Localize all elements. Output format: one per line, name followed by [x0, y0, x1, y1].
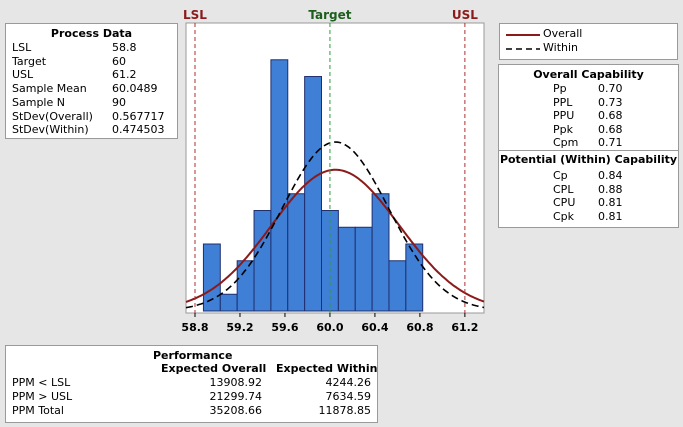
x-tick-label: 58.8: [181, 321, 208, 334]
process-data-box: Process Data LSL 58.8 Target 60 USL 61.2 Sampl…: [5, 23, 178, 139]
performance-row-label: PPM > USL: [12, 390, 73, 403]
within-capability-value: 0.81: [598, 196, 623, 209]
performance-row-within: 11878.85: [318, 404, 372, 417]
overall-capability-value: 0.68: [598, 109, 623, 122]
lsl-label: LSL: [183, 8, 207, 22]
within-capability-value: 0.84: [598, 169, 623, 182]
legend-swatches: [506, 34, 540, 50]
overall-capability-value: 0.70: [598, 82, 623, 95]
overall-capability-label: PPU: [553, 109, 575, 122]
process-row-value: 90: [112, 95, 126, 109]
reference-lines: LSL Target USL: [183, 8, 478, 313]
capability-divider: [499, 150, 678, 151]
process-row-value: 60.0489: [112, 82, 158, 96]
overall-capability-title: Overall Capability: [533, 68, 644, 81]
performance-row-overall: 35208.66: [209, 404, 263, 417]
histogram-bar: [219, 293, 238, 312]
performance-col-overall: Expected Overall: [161, 362, 267, 375]
overall-curve: [185, 168, 485, 303]
overall-capability-label: PPL: [553, 95, 573, 109]
histogram-bar: [236, 260, 255, 312]
x-tick-label: 59.6: [271, 321, 298, 334]
performance-title: Performance: [153, 349, 233, 362]
histogram-bar: [354, 226, 373, 312]
histogram-bar: [253, 210, 272, 312]
overall-capability-label: Ppk: [553, 122, 573, 136]
x-tick-label: 61.2: [451, 321, 478, 334]
overall-capability-value: 0.68: [598, 122, 623, 136]
within-capability-label: CPU: [553, 196, 576, 209]
process-row-label: Sample Mean: [12, 82, 87, 96]
target-label: Target: [308, 8, 351, 22]
within-capability-value: 0.88: [598, 182, 623, 196]
legend-overall-label: Overall: [543, 27, 583, 40]
performance-row-within: 4244.26: [325, 376, 372, 389]
histogram-bar: [202, 243, 221, 312]
process-row-value: 60: [112, 54, 126, 68]
performance-col-within: Expected Within: [276, 362, 378, 375]
within-capability-label: Cp: [553, 169, 568, 182]
within-capability-label: Cpk: [553, 209, 575, 223]
overall-capability-value: 0.71: [598, 136, 623, 149]
histogram-bars: [202, 59, 424, 312]
process-row-label: Sample N: [12, 95, 65, 109]
within-capability-title: Potential (Within) Capability: [499, 153, 678, 166]
process-row-value: 0.474503: [112, 123, 165, 137]
process-row-value: 61.2: [112, 68, 137, 82]
legend-within-label: Within: [543, 41, 579, 54]
process-row-label: StDev(Within): [12, 123, 89, 137]
performance-row-overall: 21299.74: [209, 390, 263, 403]
histogram-bar: [287, 193, 306, 312]
usl-label: USL: [452, 8, 478, 22]
process-row-value: 0.567717: [112, 109, 165, 123]
within-curve: [185, 141, 485, 309]
histogram-bar: [388, 260, 407, 312]
histogram-bar: [321, 210, 339, 312]
performance-row-label: PPM < LSL: [12, 376, 71, 389]
process-row-label: LSL: [12, 41, 32, 54]
histogram-bar: [371, 193, 390, 312]
process-row-label: StDev(Overall): [12, 109, 93, 123]
within-capability-label: CPL: [553, 182, 574, 196]
performance-row-label: PPM Total: [12, 404, 64, 417]
performance-row-overall: 13908.92: [209, 376, 263, 389]
performance-row-within: 7634.59: [325, 390, 372, 403]
overall-capability-value: 0.73: [598, 95, 623, 109]
process-data-title: Process Data: [50, 27, 133, 40]
process-row-value: 58.8: [112, 41, 137, 54]
legend: Overall Within: [499, 23, 678, 60]
x-tick-label: 60.0: [316, 321, 343, 334]
performance-box: Performance Expected Overall Expected Wi…: [5, 345, 378, 423]
x-tick-label: 60.4: [361, 321, 388, 334]
process-row-label: Target: [12, 54, 47, 68]
histogram-bar: [270, 59, 289, 312]
histogram-bar: [337, 226, 356, 312]
process-row-label: USL: [12, 68, 34, 82]
fitted-curves: [185, 141, 485, 309]
x-tick-label: 60.8: [406, 321, 433, 334]
within-capability-value: 0.81: [598, 209, 623, 223]
overall-capability-label: Pp: [553, 82, 567, 95]
capability-box: Overall Capability Pp 0.70 PPL 0.73 PPU 0.68 P…: [498, 64, 679, 228]
histogram-bar: [304, 76, 323, 312]
x-axis: 58.8 59.2 59.6 60.0 60.4 60.8 61.2: [181, 313, 478, 334]
overall-capability-label: Cpm: [553, 136, 579, 149]
x-tick-label: 59.2: [226, 321, 253, 334]
